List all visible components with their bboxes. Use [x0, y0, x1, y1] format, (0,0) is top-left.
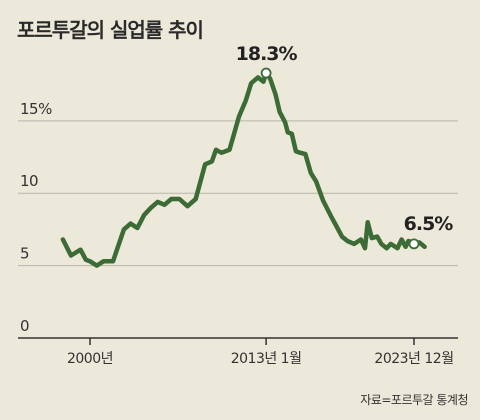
source-note: 자료=포르투갈 통계청 [360, 393, 468, 407]
x-tick-label: 2000년 [67, 351, 113, 367]
annotation-label: 18.3% [236, 43, 298, 65]
annotation-marker [260, 67, 272, 79]
annotation-label: 6.5% [404, 213, 454, 235]
annotation-marker [408, 238, 420, 250]
series-line [60, 70, 427, 268]
y-tick-label: 15% [20, 100, 52, 118]
annotations: 18.3% 6.5% [236, 43, 454, 250]
y-axis-ticks: 0 5 10 15% [20, 100, 53, 335]
x-axis: 2000년 2013년 1월 2023년 12월 [18, 337, 458, 367]
y-tick-label: 0 [20, 317, 29, 335]
x-tick-label: 2023년 12월 [374, 351, 453, 367]
unemployment-series-line [60, 70, 427, 268]
y-tick-label: 10 [20, 172, 38, 190]
y-tick-label: 5 [20, 245, 29, 263]
x-tick-label: 2013년 1월 [231, 351, 302, 367]
chart-title: 포르투갈의 실업률 추이 [17, 18, 204, 42]
